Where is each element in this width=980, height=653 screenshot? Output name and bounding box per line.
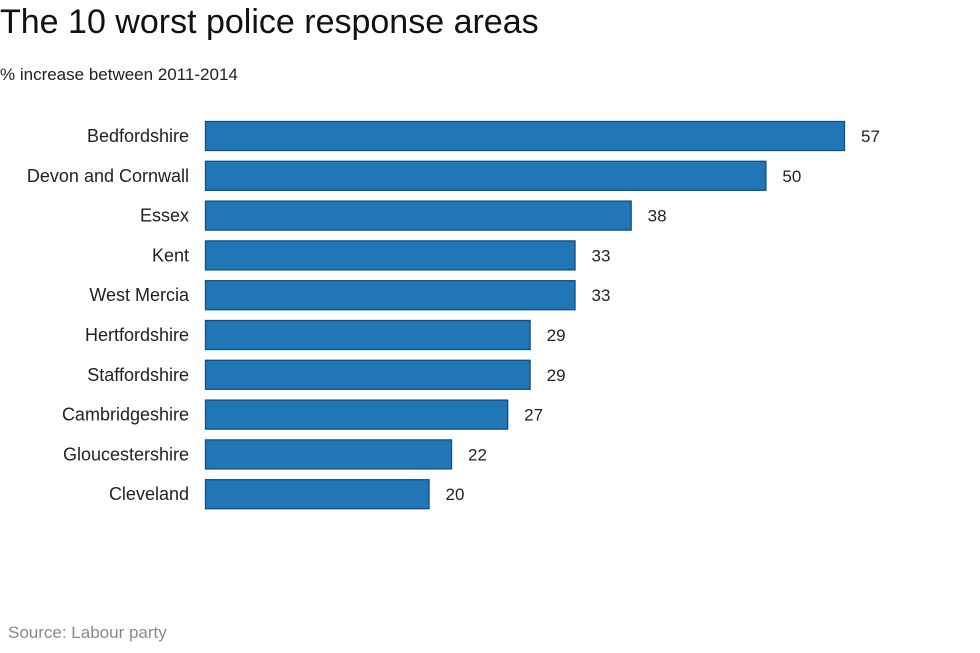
value-label: 22 [468, 445, 487, 464]
bar [204, 439, 453, 470]
chart-subtitle: % increase between 2011-2014 [0, 65, 238, 84]
category-label: Kent [152, 245, 189, 265]
value-label: 33 [592, 286, 611, 305]
bar [204, 280, 576, 311]
value-label: 50 [782, 167, 801, 186]
bar [204, 200, 632, 231]
category-label: West Mercia [89, 285, 190, 305]
bar [204, 359, 531, 390]
category-label: Essex [140, 206, 189, 226]
value-label: 57 [861, 127, 880, 146]
bar [204, 120, 846, 152]
category-label: Cleveland [109, 484, 189, 504]
chart-title: The 10 worst police response areas [0, 3, 539, 41]
category-label: Hertfordshire [85, 325, 189, 345]
value-label: 38 [648, 207, 667, 226]
category-label: Bedfordshire [87, 126, 189, 146]
value-label: 29 [547, 326, 566, 345]
value-label: 33 [592, 246, 611, 265]
bar [204, 479, 430, 510]
value-label: 29 [547, 366, 566, 385]
bar [204, 319, 531, 351]
bar [204, 160, 767, 191]
bar [204, 240, 576, 271]
value-label: 27 [524, 406, 543, 425]
category-label: Cambridgeshire [62, 405, 189, 425]
category-label: Staffordshire [87, 365, 189, 385]
source-note: Source: Labour party [8, 623, 167, 642]
value-label: 20 [446, 485, 465, 504]
bars-layer: Bedfordshire 57 Devon and Cornwall 50 Essex 3… [27, 120, 880, 510]
category-label: Gloucestershire [63, 444, 189, 464]
bar [204, 399, 509, 430]
category-label: Devon and Cornwall [27, 166, 189, 186]
